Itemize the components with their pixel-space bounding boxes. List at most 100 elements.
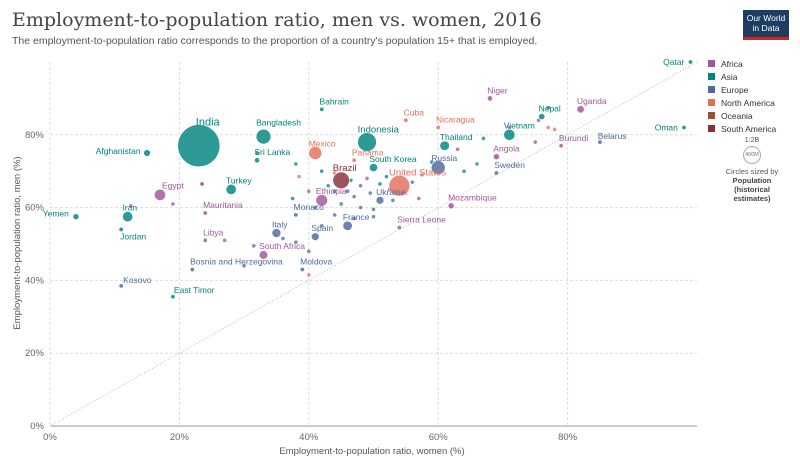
legend-item-africa[interactable]: Africa [708, 57, 776, 70]
data-point [416, 196, 421, 201]
data-point [171, 202, 175, 206]
data-point [308, 146, 323, 160]
legend-label: South America [721, 123, 777, 134]
legend-label: Europe [721, 84, 749, 95]
data-point [403, 117, 409, 123]
point-label: Bahrain [320, 96, 350, 106]
legend-label: Oceania [721, 110, 753, 121]
data-point [410, 180, 415, 184]
legend-label: Africa [721, 58, 743, 69]
point-label: Oman [655, 123, 678, 133]
point-label: Italy [272, 219, 288, 229]
legend-swatch [708, 73, 715, 80]
data-point [170, 294, 176, 300]
data-point [357, 132, 377, 152]
y-tick-label: 60% [25, 203, 45, 214]
point-labels: India Bahrain Bangladesh Indonesia Afghanist… [43, 57, 685, 295]
data-point [177, 124, 221, 168]
legend-swatch [708, 112, 715, 119]
data-point [72, 213, 80, 221]
legend-item-europe[interactable]: Europe [708, 83, 776, 96]
data-point [122, 211, 134, 223]
legend-swatch [708, 99, 715, 106]
data-point [371, 214, 376, 219]
data-point [503, 128, 516, 141]
region-legend: Africa Asia Europe North America Oceania… [708, 57, 776, 135]
point-label: Egypt [162, 181, 184, 191]
data-point [455, 147, 460, 152]
legend-label: Asia [721, 71, 738, 82]
data-point [271, 228, 282, 238]
point-label: Jordan [120, 231, 146, 241]
data-point [533, 140, 538, 144]
data-point [311, 232, 320, 241]
data-point [225, 183, 237, 195]
point-label: South Korea [369, 154, 417, 164]
logo-line-1: Our World [746, 13, 786, 23]
data-point [332, 213, 337, 217]
point-label: South Africa [259, 241, 305, 251]
data-point [358, 183, 363, 188]
y-tick-label: 40% [25, 275, 45, 286]
point-label: France [343, 212, 370, 222]
point-label: Sweden [494, 160, 525, 170]
data-point [332, 171, 350, 189]
data-point [597, 139, 603, 145]
point-label: Bosnia and Herzegovina [190, 257, 283, 267]
point-label: Angola [493, 143, 520, 153]
legend-label: North America [721, 97, 775, 108]
size-legend: 1:2B 400M Circles sized by Population (h… [722, 137, 782, 203]
point-label: Uganda [577, 96, 607, 106]
point-label: Qatar [663, 57, 684, 67]
data-point [447, 202, 455, 210]
data-point [254, 157, 260, 164]
point-label: Mozambique [448, 193, 497, 203]
data-point [493, 170, 499, 176]
data-point [319, 169, 324, 173]
point-label: Spain [311, 223, 333, 233]
data-point [294, 162, 298, 166]
data-point [552, 127, 557, 132]
point-label: Yemen [43, 209, 69, 219]
owid-logo[interactable]: Our World in Data [743, 10, 789, 40]
data-point [222, 238, 227, 243]
data-point [339, 202, 343, 206]
data-point [252, 244, 256, 248]
point-label: Sri Lanka [254, 147, 290, 157]
data-point [299, 266, 305, 272]
point-label: India [196, 116, 221, 128]
y-tick-label: 20% [25, 348, 45, 359]
data-point [378, 182, 382, 186]
legend-item-oceania[interactable]: Oceania [708, 109, 776, 122]
data-point [462, 169, 466, 173]
size-legend-scale: 1:2B [744, 137, 760, 144]
data-point [255, 128, 272, 145]
legend-item-south-america[interactable]: South America [708, 122, 776, 135]
point-label: Burundi [559, 133, 588, 143]
data-point [189, 266, 195, 272]
point-label: Brazil [333, 163, 357, 174]
data-point [352, 216, 356, 221]
legend-item-asia[interactable]: Asia [708, 70, 776, 83]
data-point [351, 157, 357, 163]
point-label: Monaco [294, 202, 325, 212]
data-point [294, 240, 298, 244]
legend-swatch [708, 60, 715, 67]
point-label: Vietnam [504, 121, 535, 131]
point-label: Russia [431, 153, 457, 163]
point-label: Ethiopia [316, 186, 347, 196]
point-label: Libya [203, 227, 224, 237]
unlabeled-points [129, 105, 557, 277]
point-label: Moldova [300, 257, 332, 267]
x-tick-label: 20% [170, 432, 190, 443]
point-label: Thailand [440, 132, 473, 142]
point-label: Panama [352, 147, 384, 157]
data-point [388, 175, 411, 197]
data-point [365, 176, 369, 181]
data-point [368, 191, 373, 195]
data-point [281, 236, 285, 241]
data-point [315, 194, 328, 207]
data-point [202, 210, 208, 216]
data-point [319, 106, 325, 112]
legend-item-north-america[interactable]: North America [708, 96, 776, 109]
